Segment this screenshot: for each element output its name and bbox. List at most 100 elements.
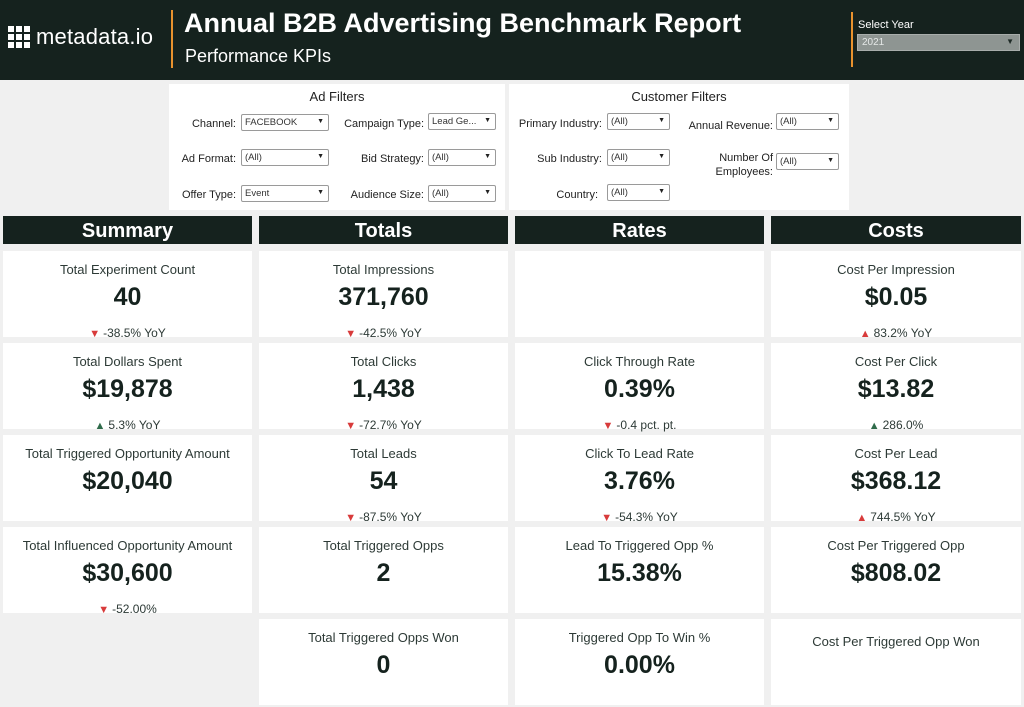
kpi-delta-text: 744.5% YoY — [870, 510, 936, 524]
country-select[interactable]: (All) ▼ — [607, 184, 670, 201]
kpi-label: Cost Per Triggered Opp Won — [812, 634, 980, 649]
kpi-label: Cost Per Impression — [837, 262, 955, 277]
section-totals: Totals — [259, 216, 508, 244]
kpi-card-triggered-opp-amount: Total Triggered Opportunity Amount $20,0… — [3, 435, 252, 521]
kpi-label: Click To Lead Rate — [585, 446, 694, 461]
section-rates: Rates — [515, 216, 764, 244]
triangle-up-icon: ▲ — [868, 420, 880, 432]
metadata-logo: metadata.io — [8, 24, 153, 50]
logo-text: metadata.io — [36, 24, 154, 49]
campaign-type-select-value: Lead Ge... — [432, 116, 477, 127]
triangle-up-icon: ▲ — [94, 420, 106, 432]
triangle-down-icon: ▼ — [89, 328, 101, 340]
kpi-card-cost-per-opp: Cost Per Triggered Opp $808.02 — [771, 527, 1021, 613]
kpi-delta-text: -87.5% YoY — [359, 510, 422, 524]
kpi-label: Total Experiment Count — [59, 262, 196, 277]
triangle-down-icon: ▼ — [345, 328, 357, 340]
employees-label-line2: Employees: — [715, 166, 773, 178]
employees-label-line1: Number Of — [719, 152, 773, 164]
kpi-delta: ▲ 83.2% YoY — [771, 326, 1021, 340]
kpi-value: 0 — [376, 651, 391, 679]
kpi-delta-text: -72.7% YoY — [359, 418, 422, 432]
kpi-card-triggered-opps-won: Total Triggered Opps Won 0 — [259, 619, 508, 705]
country-label: Country: — [556, 189, 598, 201]
audience-size-select[interactable]: (All) ▼ — [428, 185, 496, 202]
country-select-value: (All) — [611, 187, 628, 198]
kpi-value: $368.12 — [850, 467, 942, 495]
ad-filters-panel: Ad Filters Channel: FACEBOOK ▼ Campaign … — [169, 84, 505, 210]
section-summary: Summary — [3, 216, 252, 244]
triangle-up-icon: ▲ — [859, 328, 871, 340]
campaign-type-select[interactable]: Lead Ge... ▼ — [428, 113, 496, 130]
chevron-down-icon: ▼ — [658, 117, 665, 124]
kpi-label: Cost Per Lead — [854, 446, 938, 461]
kpi-value: 15.38% — [597, 559, 682, 587]
chevron-down-icon: ▼ — [317, 118, 324, 125]
ad-format-select[interactable]: (All) ▼ — [241, 149, 329, 166]
year-label: Select Year — [858, 19, 914, 31]
kpi-card-impressions: Total Impressions 371,760 ▼ -42.5% YoY — [259, 251, 508, 340]
offer-type-select[interactable]: Event ▼ — [241, 185, 329, 202]
kpi-delta-text: -38.5% YoY — [103, 326, 166, 340]
bid-strategy-select[interactable]: (All) ▼ — [428, 149, 496, 166]
triangle-down-icon: ▼ — [601, 512, 613, 524]
triangle-up-icon: ▲ — [856, 512, 868, 524]
triangle-down-icon: ▼ — [602, 420, 614, 432]
kpi-card-rates-empty — [515, 251, 764, 337]
kpi-delta-text: -42.5% YoY — [359, 326, 422, 340]
kpi-card-influenced-opp-amount: Total Influenced Opportunity Amount $30,… — [3, 527, 252, 616]
kpi-label: Total Dollars Spent — [72, 354, 183, 369]
year-select-value: 2021 — [862, 37, 885, 48]
header-bar: metadata.io Annual B2B Advertising Bench… — [0, 0, 1024, 80]
chevron-down-icon: ▼ — [484, 153, 491, 160]
annual-revenue-select-value: (All) — [780, 116, 797, 127]
ad-format-select-value: (All) — [245, 152, 262, 163]
employees-label: Number Of Employees: — [673, 151, 773, 179]
kpi-value: $19,878 — [82, 375, 173, 403]
kpi-label: Total Clicks — [350, 354, 417, 369]
employees-select[interactable]: (All) ▼ — [776, 153, 839, 170]
chevron-down-icon: ▼ — [317, 153, 324, 160]
year-divider — [851, 12, 853, 67]
chevron-down-icon: ▼ — [827, 117, 834, 124]
kpi-delta-text: -54.3% YoY — [615, 510, 678, 524]
channel-select-value: FACEBOOK — [245, 117, 298, 128]
triangle-down-icon: ▼ — [345, 420, 357, 432]
campaign-type-label: Campaign Type: — [344, 118, 424, 130]
primary-industry-select[interactable]: (All) ▼ — [607, 113, 670, 130]
section-costs: Costs — [771, 216, 1021, 244]
kpi-card-clicks: Total Clicks 1,438 ▼ -72.7% YoY — [259, 343, 508, 432]
kpi-label: Total Triggered Opps Won — [308, 630, 459, 645]
page-subtitle: Performance KPIs — [185, 46, 332, 66]
chevron-down-icon: ▼ — [827, 157, 834, 164]
kpi-delta: ▼ -87.5% YoY — [259, 510, 508, 524]
kpi-delta-text: 83.2% YoY — [873, 326, 933, 340]
kpi-label: Total Leads — [350, 446, 417, 461]
header-divider — [171, 10, 173, 68]
kpi-label: Cost Per Triggered Opp — [827, 538, 965, 553]
kpi-label: Lead To Triggered Opp % — [565, 538, 714, 553]
triangle-down-icon: ▼ — [345, 512, 357, 524]
ad-format-label: Ad Format: — [181, 153, 236, 165]
chevron-down-icon: ▼ — [1006, 37, 1014, 46]
kpi-label: Click Through Rate — [583, 354, 696, 369]
bid-strategy-select-value: (All) — [432, 152, 449, 163]
kpi-value: $20,040 — [82, 467, 173, 495]
chevron-down-icon: ▼ — [484, 117, 491, 124]
kpi-delta-text: 286.0% — [882, 418, 924, 432]
kpi-value: 54 — [369, 467, 398, 495]
kpi-delta: ▼ -54.3% YoY — [515, 510, 764, 524]
kpi-value: $30,600 — [82, 559, 173, 587]
ad-filters-title: Ad Filters — [309, 89, 365, 104]
annual-revenue-select[interactable]: (All) ▼ — [776, 113, 839, 130]
kpi-card-cpl: Cost Per Lead $368.12 ▲ 744.5% YoY — [771, 435, 1021, 524]
channel-select[interactable]: FACEBOOK ▼ — [241, 114, 329, 131]
kpi-card-leads: Total Leads 54 ▼ -87.5% YoY — [259, 435, 508, 524]
triangle-down-icon: ▼ — [98, 604, 110, 616]
employees-select-value: (All) — [780, 156, 797, 167]
kpi-card-cost-per-opp-won: Cost Per Triggered Opp Won — [771, 619, 1021, 705]
kpi-delta: ▼ -38.5% YoY — [3, 326, 252, 340]
kpi-card-triggered-opps: Total Triggered Opps 2 — [259, 527, 508, 613]
year-select[interactable]: 2021 ▼ — [857, 34, 1020, 51]
sub-industry-select[interactable]: (All) ▼ — [607, 149, 670, 166]
